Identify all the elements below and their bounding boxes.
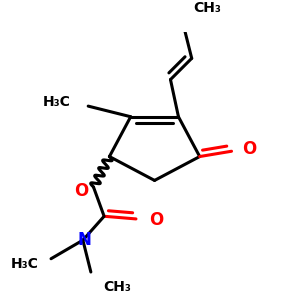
Text: H₃C: H₃C: [43, 95, 71, 109]
Text: O: O: [149, 211, 164, 229]
Text: N: N: [77, 231, 91, 249]
Text: CH₃: CH₃: [103, 280, 131, 294]
Text: H₃C: H₃C: [11, 257, 39, 271]
Text: CH₃: CH₃: [193, 1, 221, 14]
Text: O: O: [242, 140, 256, 158]
Text: O: O: [74, 182, 89, 200]
